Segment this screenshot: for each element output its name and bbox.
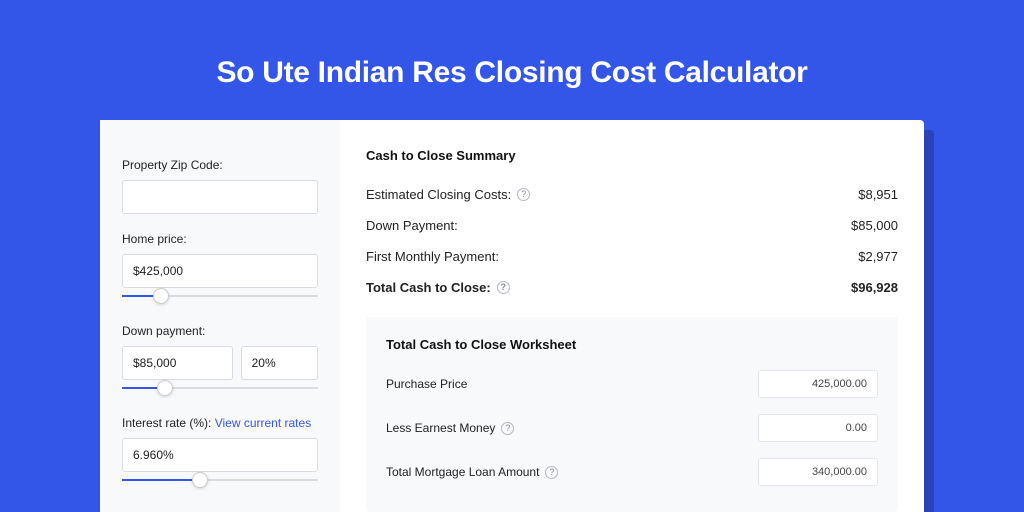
interest-input[interactable]	[122, 438, 318, 472]
worksheet-label: Purchase Price	[386, 377, 467, 391]
page-title: So Ute Indian Res Closing Cost Calculato…	[0, 0, 1024, 120]
down-payment-slider[interactable]	[122, 384, 318, 398]
summary-label: Down Payment:	[366, 218, 458, 233]
worksheet-row-purchase-price: Purchase Price	[386, 370, 878, 398]
summary-row-down-payment: Down Payment: $85,000	[366, 210, 898, 241]
worksheet-panel: Total Cash to Close Worksheet Purchase P…	[366, 317, 898, 512]
interest-field-group: Interest rate (%): View current rates	[122, 416, 318, 490]
info-icon[interactable]: ?	[501, 422, 514, 435]
calculator-card-wrap: Property Zip Code: Home price: Down paym…	[100, 120, 924, 512]
down-payment-slider-thumb[interactable]	[157, 380, 173, 396]
zip-label: Property Zip Code:	[122, 158, 318, 172]
summary-title: Cash to Close Summary	[366, 148, 898, 163]
inputs-panel: Property Zip Code: Home price: Down paym…	[100, 120, 340, 512]
summary-row-closing-costs: Estimated Closing Costs: ? $8,951	[366, 179, 898, 210]
down-payment-field-group: Down payment:	[122, 324, 318, 398]
summary-row-total: Total Cash to Close: ? $96,928	[366, 272, 898, 303]
summary-value: $2,977	[858, 249, 898, 264]
home-price-slider[interactable]	[122, 292, 318, 306]
worksheet-label: Less Earnest Money	[386, 421, 495, 435]
home-price-slider-thumb[interactable]	[153, 288, 169, 304]
summary-label: Estimated Closing Costs:	[366, 187, 511, 202]
worksheet-row-earnest-money: Less Earnest Money ?	[386, 414, 878, 442]
summary-total-label: Total Cash to Close:	[366, 280, 491, 295]
home-price-label: Home price:	[122, 232, 318, 246]
summary-total-value: $96,928	[851, 280, 898, 295]
summary-value: $85,000	[851, 218, 898, 233]
interest-label-prefix: Interest rate (%):	[122, 416, 215, 430]
results-panel: Cash to Close Summary Estimated Closing …	[340, 120, 924, 512]
summary-row-first-payment: First Monthly Payment: $2,977	[366, 241, 898, 272]
down-payment-amount-input[interactable]	[122, 346, 233, 380]
worksheet-label: Total Mortgage Loan Amount	[386, 465, 539, 479]
info-icon[interactable]: ?	[545, 466, 558, 479]
worksheet-loan-amount-input[interactable]	[758, 458, 878, 486]
worksheet-purchase-price-input[interactable]	[758, 370, 878, 398]
interest-label: Interest rate (%): View current rates	[122, 416, 318, 430]
worksheet-title: Total Cash to Close Worksheet	[386, 337, 878, 352]
summary-label: First Monthly Payment:	[366, 249, 499, 264]
calculator-card: Property Zip Code: Home price: Down paym…	[100, 120, 924, 512]
down-payment-pct-input[interactable]	[241, 346, 318, 380]
interest-slider-thumb[interactable]	[192, 472, 208, 488]
summary-value: $8,951	[858, 187, 898, 202]
home-price-input[interactable]	[122, 254, 318, 288]
info-icon[interactable]: ?	[497, 281, 510, 294]
worksheet-row-loan-amount: Total Mortgage Loan Amount ?	[386, 458, 878, 486]
home-price-field-group: Home price:	[122, 232, 318, 306]
view-rates-link[interactable]: View current rates	[215, 416, 312, 430]
zip-field-group: Property Zip Code:	[122, 158, 318, 214]
worksheet-earnest-money-input[interactable]	[758, 414, 878, 442]
info-icon[interactable]: ?	[517, 188, 530, 201]
zip-input[interactable]	[122, 180, 318, 214]
down-payment-label: Down payment:	[122, 324, 318, 338]
interest-slider[interactable]	[122, 476, 318, 490]
